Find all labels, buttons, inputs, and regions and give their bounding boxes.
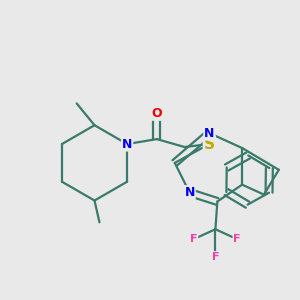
Text: N: N [122,138,132,151]
Text: S: S [204,136,215,152]
Text: N: N [204,127,214,140]
Text: N: N [184,186,195,199]
Text: O: O [152,107,162,120]
Text: F: F [233,234,241,244]
Text: F: F [190,234,197,244]
Text: F: F [212,252,219,262]
